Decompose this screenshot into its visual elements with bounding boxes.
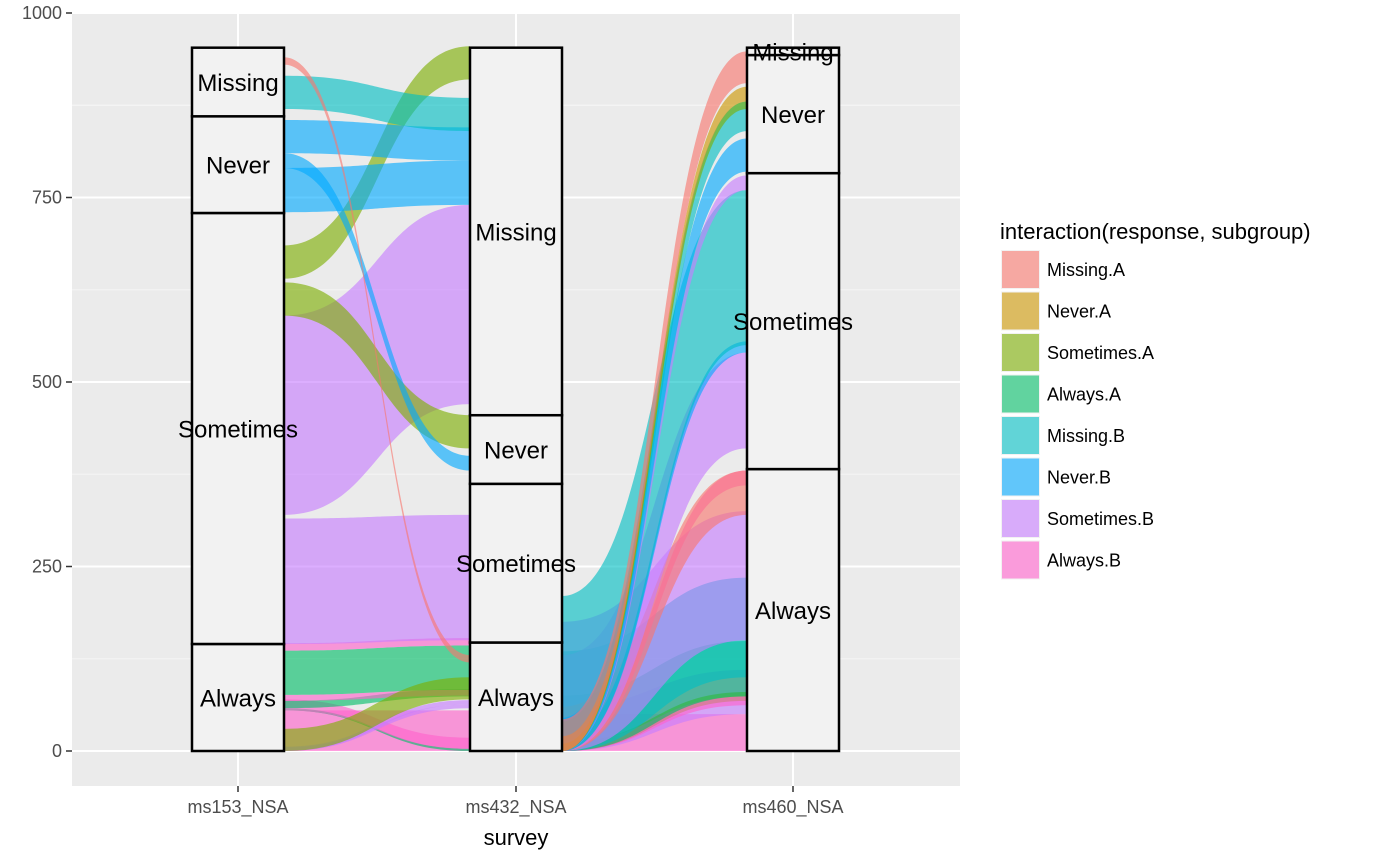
flow-missing-a: [562, 470, 747, 751]
y-tick-label: 250: [32, 557, 62, 577]
y-axis: 0 250 500 750 1000: [22, 3, 72, 761]
stratum-label: Missing: [475, 219, 556, 246]
stratum-label: Always: [478, 685, 554, 712]
legend-title: interaction(response, subgroup): [1000, 219, 1311, 244]
flow-sometimes-a: [284, 677, 470, 751]
legend-label: Never.B: [1047, 468, 1111, 488]
stratum-label: Missing: [197, 70, 278, 97]
legend-label: Missing.B: [1047, 426, 1125, 446]
stratum-box: [745, 467, 841, 753]
flow-always-b: [284, 638, 470, 651]
stratum-label: Sometimes: [733, 309, 853, 336]
legend-label: Never.A: [1047, 302, 1111, 322]
x-tick-label: ms153_NSA: [187, 797, 288, 818]
stratum-box: [745, 171, 841, 471]
flow-sometimes-a: [284, 282, 470, 449]
stratum-box: [468, 413, 564, 486]
y-tick-label: 750: [32, 188, 62, 208]
stratum-label: Missing: [752, 39, 833, 66]
strata-layer: Always Sometimes Never Missing Always Sometim…: [178, 39, 853, 753]
y-tick-label: 500: [32, 372, 62, 392]
legend-swatch: [1002, 292, 1039, 330]
legend-swatch: [1002, 541, 1039, 579]
x-tick-label: ms460_NSA: [742, 797, 843, 818]
legend-swatch: [1002, 458, 1039, 496]
flow-always-a: [284, 645, 470, 695]
stratum-label: Never: [761, 102, 825, 129]
flow-never-b: [562, 138, 747, 751]
flow-sometimes-a: [284, 46, 470, 279]
stratum-box: [468, 641, 564, 753]
stratum-label: Never: [484, 438, 548, 465]
legend-label: Sometimes.B: [1047, 509, 1154, 529]
flow-missing-a: [284, 57, 470, 663]
stratum-box: [190, 115, 286, 215]
x-tick-label: ms432_NSA: [465, 797, 566, 818]
flow-sometimes-a: [562, 101, 747, 751]
stratum-box: [468, 46, 564, 417]
y-tick-label: 1000: [22, 3, 62, 23]
flow-sometimes-b: [284, 514, 470, 644]
stratum-label: Sometimes: [178, 416, 298, 443]
legend-swatch: [1002, 500, 1039, 537]
flow-never-b: [284, 153, 470, 471]
flow-sometimes-b: [562, 175, 747, 752]
flow-missing-b: [284, 75, 470, 132]
legend-swatch: [1002, 251, 1039, 288]
legend-label: Missing.A: [1047, 260, 1125, 280]
legend-swatch: [1002, 375, 1039, 413]
flow-layer: [284, 46, 747, 752]
flow-never-a: [562, 86, 747, 752]
stratum-label: Always: [200, 685, 276, 712]
legend-swatch: [1002, 334, 1039, 371]
stratum-label: Always: [755, 598, 831, 625]
stratum-box: [745, 46, 841, 57]
flow-sometimes-b: [284, 700, 470, 751]
legend-label: Sometimes.A: [1047, 343, 1154, 363]
legend: interaction(response, subgroup) Missing.…: [1000, 219, 1311, 580]
legend-label: Always.B: [1047, 551, 1121, 571]
stratum-label: Sometimes: [456, 551, 576, 578]
legend-label: Always.A: [1047, 385, 1121, 405]
flow-never-b: [284, 120, 470, 161]
x-axis-title: survey: [484, 825, 549, 850]
stratum-box: [468, 482, 564, 644]
y-tick-label: 0: [52, 741, 62, 761]
stratum-box: [190, 46, 286, 118]
legend-swatch: [1002, 417, 1039, 454]
x-axis: ms153_NSA ms432_NSA ms460_NSA: [187, 786, 844, 818]
stratum-box: [190, 211, 286, 646]
stratum-label: Never: [206, 153, 270, 180]
flow-always-a: [284, 708, 470, 751]
stratum-box: [190, 642, 286, 753]
flow-missing-a: [562, 51, 747, 752]
